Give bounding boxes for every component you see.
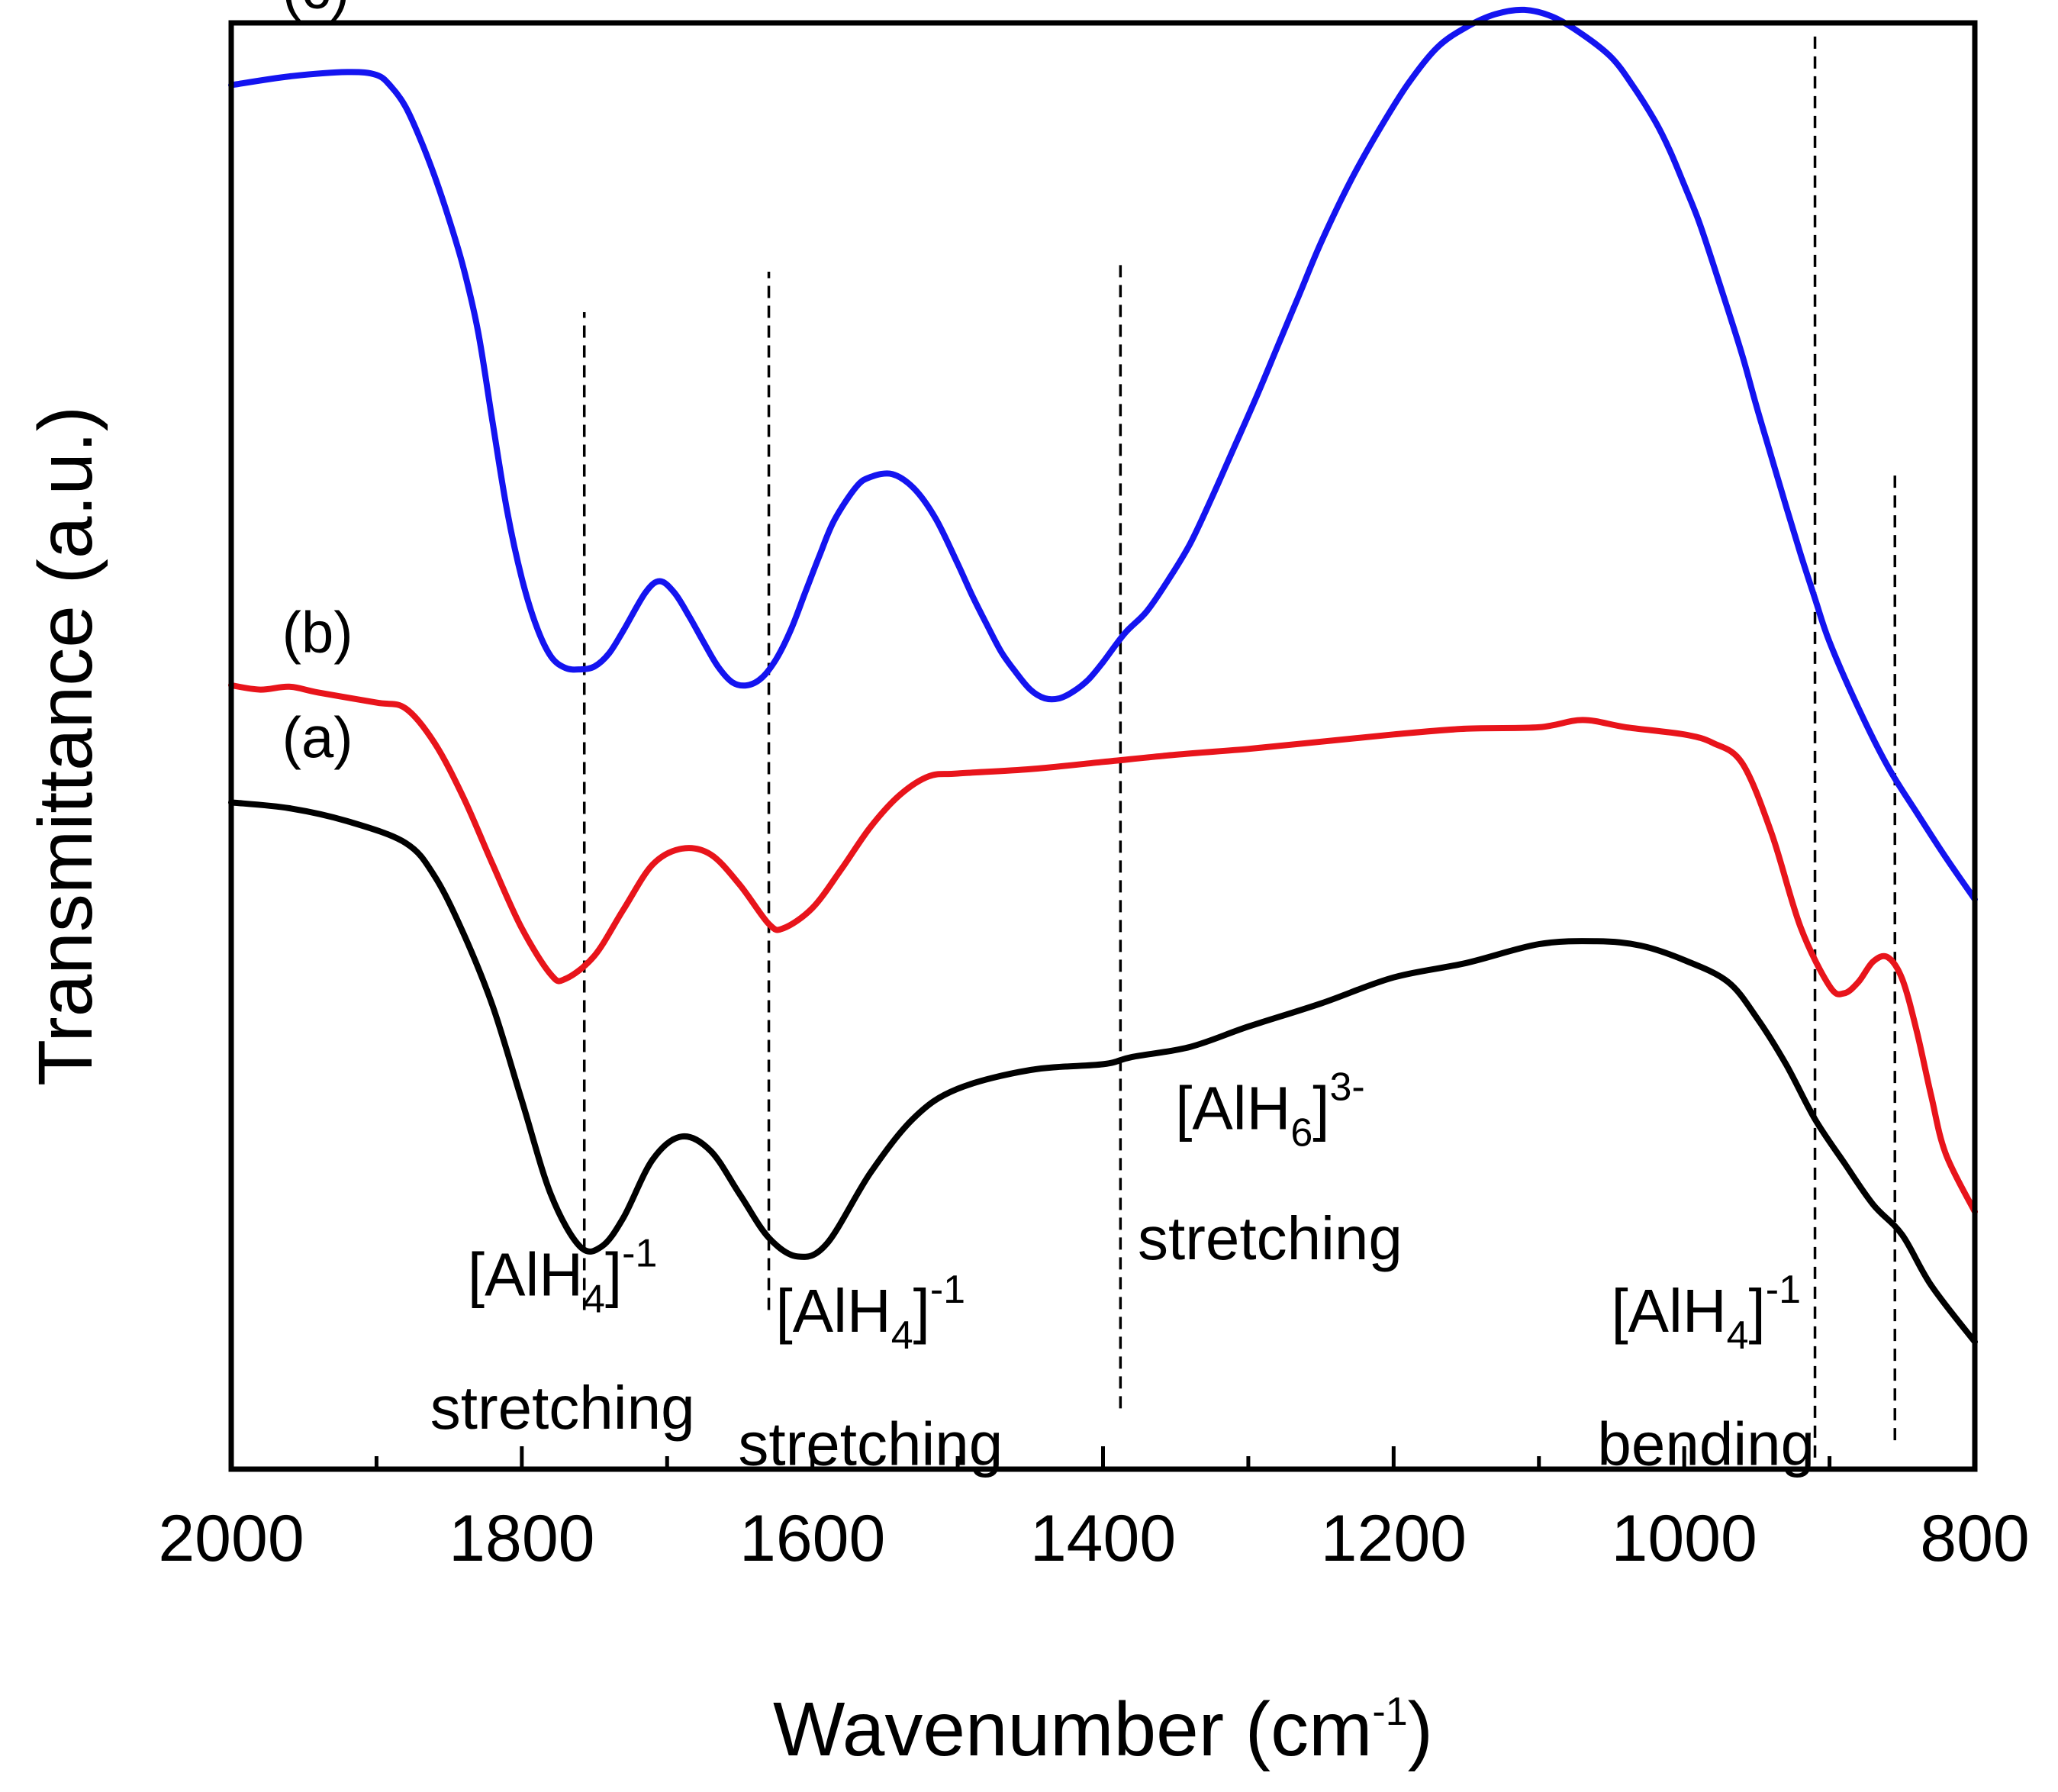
annotation-1: [AlH4]-1 stretching (430, 1232, 695, 1442)
x-tick-label: 1600 (739, 1502, 885, 1575)
ion-bracket: ] (605, 1241, 622, 1309)
ion-subscript: 4 (1727, 1313, 1749, 1358)
annotation-3: [AlH6]3- stretching (1138, 1065, 1403, 1273)
annotation-ion: [AlH4]-1 (468, 1232, 658, 1322)
series-line-2 (228, 682, 1978, 1215)
y-axis-title: Transmittance (a.u.) (23, 406, 108, 1086)
x-tick-label: 1200 (1321, 1502, 1467, 1575)
ion-bracket: ] (1749, 1277, 1766, 1345)
series-line-1 (228, 799, 1978, 1346)
annotations: [AlH4]-1stretching[AlH4]-1stretching[AlH… (430, 1065, 1815, 1478)
ion-subscript: 6 (1290, 1111, 1312, 1155)
ion-formula: [AlH (1175, 1075, 1290, 1143)
ion-subscript: 4 (583, 1278, 605, 1322)
ion-subscript: 4 (891, 1313, 913, 1358)
annotation-mode: stretching (430, 1374, 695, 1442)
annotation-2: [AlH4]-1 stretching (738, 1268, 1003, 1478)
x-axis-title-close: ) (1408, 1687, 1433, 1772)
annotation-ion: [AlH4]-1 (776, 1268, 966, 1358)
x-tick-label: 2000 (158, 1502, 304, 1575)
plot-frame (228, 20, 1978, 1472)
annotation-mode: stretching (738, 1410, 1003, 1478)
series-label: (c) (282, 0, 350, 21)
annotation-4: [AlH4]-1 bending (1597, 1268, 1815, 1478)
x-ticks: 2000 1800 1600 1400 1200 1000 800 (158, 1446, 2030, 1575)
x-tick-label: 800 (1920, 1502, 2030, 1575)
series-label: (a) (282, 706, 353, 771)
annotation-mode: stretching (1138, 1204, 1403, 1272)
series-group (228, 6, 1978, 1346)
annotation-mode: bending (1597, 1410, 1815, 1478)
ion-formula: [AlH (468, 1241, 583, 1309)
ion-charge: 3- (1330, 1065, 1365, 1110)
series-labels: (c) (b) (a) (282, 0, 353, 771)
x-tick-label: 1000 (1612, 1502, 1757, 1575)
annotation-ion: [AlH4]-1 (1611, 1268, 1801, 1358)
ion-formula: [AlH (1611, 1277, 1726, 1345)
ion-charge: -1 (930, 1268, 965, 1312)
ion-charge: -1 (622, 1232, 657, 1276)
ion-bracket: ] (913, 1277, 930, 1345)
series-line-3 (228, 6, 1978, 903)
x-tick-label: 1800 (449, 1502, 594, 1575)
annotation-ion: [AlH6]3- (1175, 1065, 1365, 1155)
x-axis-title-main: Wavenumber (cm (773, 1687, 1372, 1772)
ion-charge: -1 (1766, 1268, 1801, 1312)
ion-bracket: ] (1312, 1075, 1329, 1143)
x-axis-title-sup: -1 (1372, 1690, 1407, 1734)
series-label: (b) (282, 600, 353, 665)
x-axis-title: Wavenumber (cm-1) (773, 1687, 1433, 1772)
ion-formula: [AlH (776, 1277, 891, 1345)
reference-lines (582, 33, 1897, 1458)
x-tick-label: 1400 (1030, 1502, 1176, 1575)
